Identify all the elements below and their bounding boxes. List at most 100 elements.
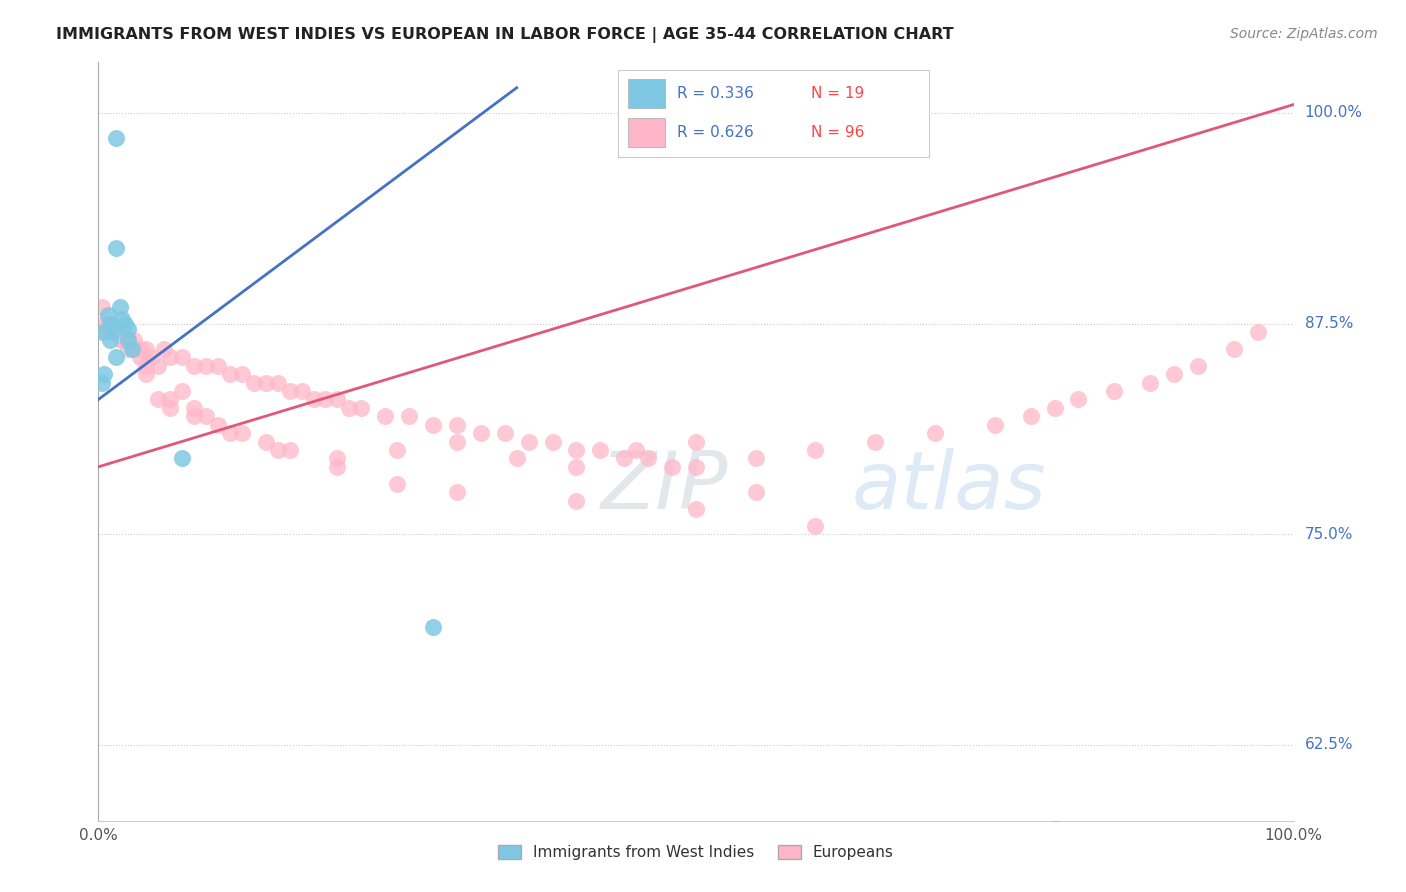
Point	[1139, 376, 1161, 390]
Point	[470, 426, 492, 441]
Point	[207, 417, 229, 432]
Point	[685, 502, 707, 516]
Point	[685, 459, 707, 474]
Point	[745, 485, 768, 500]
Text: atlas: atlas	[852, 448, 1046, 526]
Point	[685, 434, 707, 449]
Point	[984, 417, 1007, 432]
Point	[124, 342, 146, 356]
Point	[121, 342, 143, 356]
Point	[108, 325, 131, 339]
Point	[924, 426, 946, 441]
Point	[804, 442, 827, 457]
Point	[589, 442, 612, 457]
Point	[506, 451, 529, 466]
Point	[172, 384, 194, 398]
Point	[111, 311, 134, 326]
Point	[183, 409, 205, 424]
Text: IMMIGRANTS FROM WEST INDIES VS EUROPEAN IN LABOR FORCE | AGE 35-44 CORRELATION C: IMMIGRANTS FROM WEST INDIES VS EUROPEAN …	[56, 27, 953, 43]
Point	[1043, 401, 1066, 415]
Point	[315, 392, 337, 407]
Point	[350, 401, 373, 415]
Point	[291, 384, 314, 398]
Point	[1163, 367, 1185, 381]
Point	[446, 417, 468, 432]
Point	[613, 451, 636, 466]
Point	[207, 359, 229, 373]
Point	[90, 325, 112, 339]
Point	[231, 426, 253, 441]
Point	[398, 409, 420, 424]
Point	[326, 451, 349, 466]
Text: 87.5%: 87.5%	[1305, 316, 1353, 331]
Point	[385, 476, 409, 491]
Point	[1019, 409, 1042, 424]
Point	[374, 409, 396, 424]
Point	[422, 620, 444, 634]
Point	[1067, 392, 1090, 407]
Point	[117, 321, 139, 335]
Point	[219, 426, 242, 441]
Point	[637, 451, 659, 466]
Point	[159, 392, 181, 407]
Point	[565, 442, 588, 457]
Point	[114, 317, 136, 331]
Point	[494, 426, 516, 441]
Text: 100.0%: 100.0%	[1305, 105, 1362, 120]
Point	[98, 334, 122, 348]
Point	[97, 308, 120, 322]
Point	[1187, 359, 1209, 373]
Point	[117, 334, 139, 348]
Point	[111, 334, 134, 348]
Text: ZIP: ZIP	[600, 448, 728, 526]
Point	[626, 442, 648, 457]
Point	[231, 367, 253, 381]
Point	[278, 442, 301, 457]
Point	[148, 392, 170, 407]
Point	[148, 359, 170, 373]
Point	[565, 493, 588, 508]
Point	[129, 342, 152, 356]
Point	[1247, 325, 1270, 339]
Point	[108, 300, 131, 314]
Point	[98, 317, 122, 331]
Point	[267, 442, 290, 457]
Point	[339, 401, 361, 415]
Point	[105, 241, 128, 255]
Point	[159, 401, 181, 415]
Point	[93, 317, 115, 331]
Point	[183, 359, 205, 373]
Point	[91, 300, 114, 314]
Point	[129, 351, 152, 365]
Point	[1223, 342, 1246, 356]
Point	[93, 367, 115, 381]
Point	[141, 351, 163, 365]
Point	[97, 317, 120, 331]
Text: Source: ZipAtlas.com: Source: ZipAtlas.com	[1230, 27, 1378, 41]
Point	[135, 342, 157, 356]
Point	[98, 317, 122, 331]
Point	[267, 376, 290, 390]
Point	[111, 334, 134, 348]
Point	[243, 376, 266, 390]
Point	[745, 451, 768, 466]
Point	[302, 392, 325, 407]
Point	[172, 351, 194, 365]
Point	[219, 367, 242, 381]
Point	[183, 401, 205, 415]
Point	[124, 334, 146, 348]
Point	[105, 325, 128, 339]
Point	[135, 367, 157, 381]
Point	[1043, 822, 1066, 836]
Point	[1104, 384, 1126, 398]
Point	[804, 518, 827, 533]
Point	[446, 434, 468, 449]
Legend: Immigrants from West Indies, Europeans: Immigrants from West Indies, Europeans	[492, 838, 900, 866]
Point	[153, 342, 176, 356]
Point	[446, 485, 468, 500]
Point	[105, 325, 128, 339]
Point	[517, 434, 540, 449]
Point	[661, 459, 683, 474]
Text: 75.0%: 75.0%	[1305, 526, 1353, 541]
Point	[565, 459, 588, 474]
